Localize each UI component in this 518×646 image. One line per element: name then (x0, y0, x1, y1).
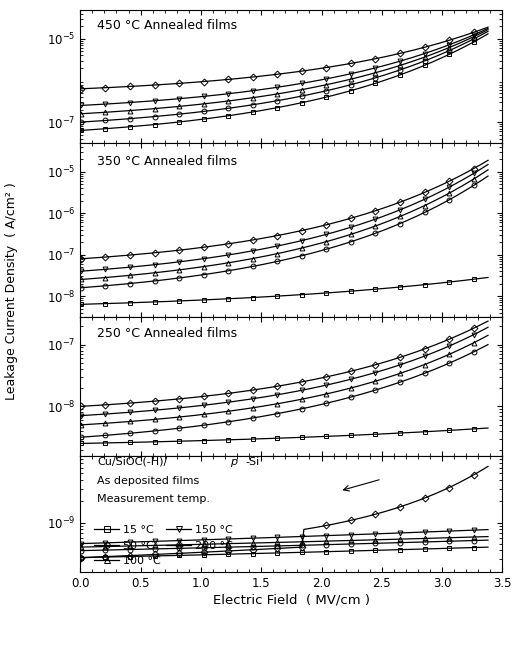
X-axis label: Electric Field  ( MV/cm ): Electric Field ( MV/cm ) (213, 594, 370, 607)
Legend: 15 °C, 50 °C, 100 °C, 150 °C, 200 °C: 15 °C, 50 °C, 100 °C, 150 °C, 200 °C (94, 525, 233, 566)
Text: As deposited films: As deposited films (97, 475, 199, 486)
Text: 450 °C Annealed films: 450 °C Annealed films (97, 19, 237, 32)
Text: Leakage Current Density  ( A/cm² ): Leakage Current Density ( A/cm² ) (5, 182, 18, 400)
Text: Measurement temp.: Measurement temp. (97, 494, 210, 504)
Text: 350 °C Annealed films: 350 °C Annealed films (97, 155, 237, 168)
Text: 250 °C Annealed films: 250 °C Annealed films (97, 326, 237, 340)
Text: p: p (230, 457, 237, 467)
Text: Cu/SiOC(-H)/: Cu/SiOC(-H)/ (97, 457, 167, 467)
Text: -Si: -Si (246, 457, 260, 467)
